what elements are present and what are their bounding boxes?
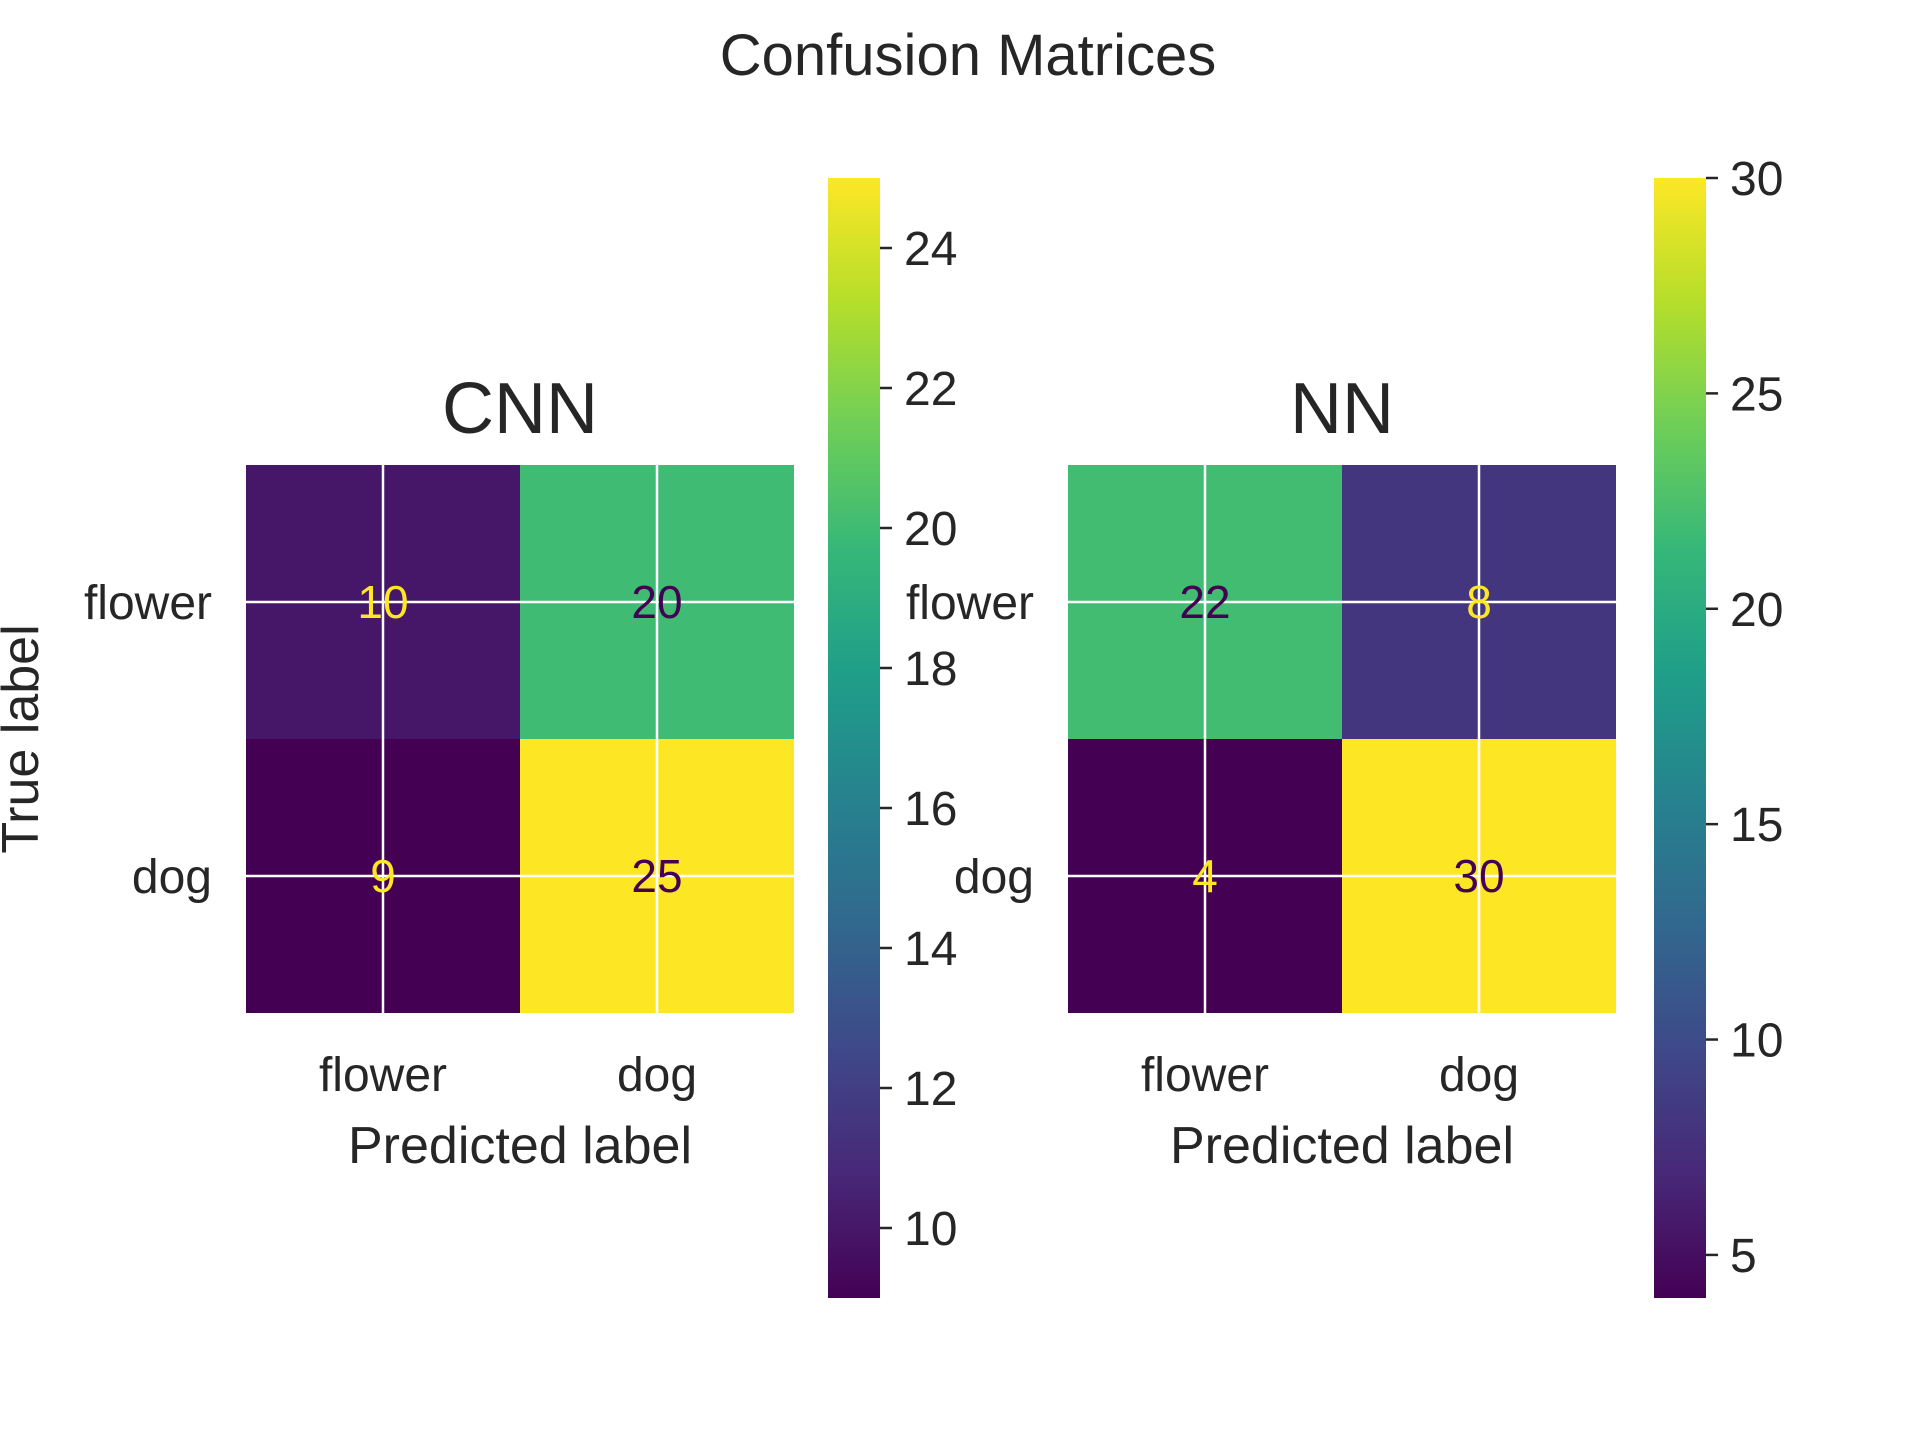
colorbar-tick-label: 14	[904, 923, 957, 976]
colorbar-tick-label: 12	[904, 1063, 957, 1116]
colorbar: 10 12 14 16 18 20 22 24	[828, 178, 957, 1298]
cell-value-label: 30	[1453, 850, 1504, 902]
x-tick-label: flower	[319, 1049, 447, 1102]
heatmap-panel-cnn: CNN 10 20 9 25 flower dog flower dog Predicted la…	[0, 178, 957, 1298]
cell-value-label: 20	[631, 576, 682, 628]
colorbar-tick-label: 22	[904, 363, 957, 416]
colorbar-tick-label: 25	[1730, 368, 1783, 421]
colorbar-tick-label: 16	[904, 783, 957, 836]
x-axis-label: Predicted label	[348, 1117, 692, 1175]
cell-value-label: 22	[1179, 576, 1230, 628]
colorbar-tick-label: 18	[904, 643, 957, 696]
colorbar-tick-label: 30	[1730, 153, 1783, 206]
colorbar: 5 10 15 20 25 30	[1654, 153, 1783, 1298]
x-tick-label: dog	[617, 1049, 697, 1102]
x-tick-label: dog	[1439, 1049, 1519, 1102]
panel-title: CNN	[442, 369, 598, 449]
cell-value-label: 9	[370, 850, 396, 902]
x-tick-label: flower	[1141, 1049, 1269, 1102]
panel-title: NN	[1290, 369, 1394, 449]
colorbar-gradient	[828, 178, 880, 1298]
cell-value-label: 8	[1466, 576, 1492, 628]
cell-value-label: 4	[1192, 850, 1218, 902]
colorbar-gradient	[1654, 178, 1706, 1298]
x-axis-label: Predicted label	[1170, 1117, 1514, 1175]
y-tick-label: flower	[906, 577, 1034, 630]
colorbar-tick-label: 20	[1730, 584, 1783, 637]
cell-value-label: 25	[631, 850, 682, 902]
y-tick-label: dog	[132, 851, 212, 904]
y-tick-label: flower	[84, 577, 212, 630]
colorbar-tick-label: 5	[1730, 1230, 1757, 1283]
colorbar-tick-label: 15	[1730, 799, 1783, 852]
colorbar-tick-label: 10	[1730, 1015, 1783, 1068]
y-tick-label: dog	[954, 851, 1034, 904]
colorbar-tick-label: 10	[904, 1203, 957, 1256]
heatmap-panels: CNN 10 20 9 25 flower dog flower dog Predicted la…	[0, 153, 1783, 1298]
colorbar-tick-label: 24	[904, 223, 957, 276]
heatmap-panel-nn: NN 22 8 4 30 flower dog flower dog Predicted labe…	[906, 153, 1783, 1298]
colorbar-tick-label: 20	[904, 503, 957, 556]
figure-suptitle: Confusion Matrices	[720, 23, 1216, 88]
cell-value-label: 10	[357, 576, 408, 628]
y-axis-label: True label	[0, 624, 50, 853]
